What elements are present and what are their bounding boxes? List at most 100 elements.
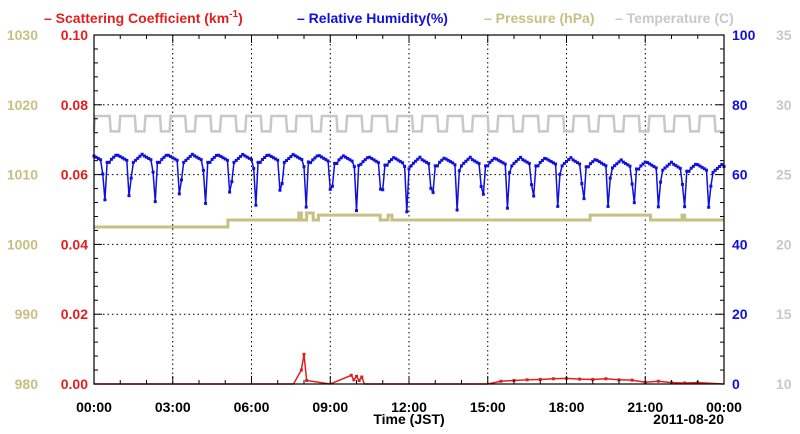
rh-point bbox=[451, 161, 455, 165]
legend-rh: – Relative Humidity(%) bbox=[297, 10, 448, 26]
rh-point bbox=[551, 161, 555, 165]
rh-point bbox=[503, 162, 507, 166]
rh-point bbox=[289, 155, 293, 159]
rh-point bbox=[344, 155, 348, 159]
rh-point bbox=[118, 155, 122, 159]
pressure-tick-label: 990 bbox=[15, 306, 39, 322]
rh-point bbox=[490, 158, 494, 162]
scatter-point bbox=[683, 381, 687, 385]
rh-tick-label: 80 bbox=[732, 97, 748, 113]
rh-point bbox=[442, 156, 446, 160]
temperature-tick-label: 20 bbox=[776, 236, 792, 252]
x-tick-label: 06:00 bbox=[234, 399, 270, 415]
rh-point bbox=[554, 162, 558, 166]
rh-point bbox=[466, 157, 470, 161]
rh-point bbox=[643, 160, 647, 164]
rh-point bbox=[230, 180, 234, 184]
rh-point bbox=[387, 160, 391, 164]
rh-point bbox=[411, 161, 415, 165]
rh-point bbox=[512, 161, 516, 165]
scatter-point bbox=[355, 374, 358, 378]
rh-point bbox=[718, 164, 722, 168]
rh-point bbox=[578, 162, 582, 166]
rh-point bbox=[302, 165, 306, 169]
scatter-point bbox=[617, 378, 621, 382]
rh-point bbox=[626, 163, 630, 167]
scatter-tick-label: 0.04 bbox=[61, 236, 88, 252]
rh-point bbox=[499, 160, 503, 164]
legend-temperature: – Temperature (C) bbox=[615, 10, 734, 26]
rh-point bbox=[488, 160, 492, 164]
x-tick-label: 12:00 bbox=[391, 399, 427, 415]
rh-point bbox=[468, 155, 472, 159]
rh-point bbox=[615, 162, 619, 166]
rh-point bbox=[236, 156, 240, 160]
rh-point bbox=[589, 162, 593, 166]
rh-point bbox=[169, 155, 173, 159]
rh-point bbox=[267, 153, 271, 157]
scatter-tick-label: 0.08 bbox=[61, 97, 88, 113]
rh-tick-label: 20 bbox=[732, 306, 748, 322]
rh-point bbox=[663, 166, 667, 170]
rh-point bbox=[696, 163, 700, 167]
rh-point bbox=[595, 158, 599, 162]
rh-point bbox=[116, 153, 120, 157]
rh-point bbox=[654, 166, 658, 170]
legend-scatter-sup: -1 bbox=[229, 9, 238, 20]
rh-point bbox=[639, 164, 643, 168]
rh-point bbox=[315, 154, 319, 158]
rh-point bbox=[304, 205, 308, 209]
rh-point bbox=[530, 183, 533, 187]
rh-point bbox=[385, 163, 389, 167]
rh-point bbox=[670, 160, 673, 164]
rh-point bbox=[346, 156, 350, 160]
temperature-tick-label: 35 bbox=[776, 27, 792, 43]
rh-point bbox=[547, 158, 551, 162]
scatter-point bbox=[656, 379, 660, 383]
rh-point bbox=[330, 184, 334, 188]
rh-point bbox=[125, 158, 129, 162]
rh-point bbox=[446, 158, 450, 162]
rh-point bbox=[560, 164, 564, 168]
rh-point bbox=[94, 155, 98, 159]
rh-point bbox=[687, 169, 691, 173]
x-axis-label: Time (JST) bbox=[373, 411, 444, 427]
rh-point bbox=[543, 156, 547, 160]
rh-point bbox=[355, 209, 358, 213]
rh-point bbox=[549, 160, 553, 164]
rh-point bbox=[164, 153, 168, 157]
scatter-point bbox=[525, 378, 529, 382]
rh-point bbox=[215, 153, 218, 157]
rh-point bbox=[438, 160, 442, 164]
rh-point bbox=[470, 158, 474, 162]
rh-point bbox=[335, 161, 339, 165]
rh-line bbox=[93, 153, 725, 212]
rh-point bbox=[501, 161, 505, 165]
scatter-point bbox=[578, 377, 582, 381]
rh-point bbox=[425, 160, 428, 164]
rh-point bbox=[256, 160, 260, 164]
rh-point bbox=[680, 182, 684, 186]
rh-point bbox=[247, 156, 251, 160]
pressure-tick-label: 1000 bbox=[7, 236, 38, 252]
rh-point bbox=[569, 156, 573, 160]
rh-point bbox=[372, 158, 376, 162]
rh-point bbox=[455, 208, 459, 212]
rh-point bbox=[228, 190, 232, 194]
rh-point bbox=[479, 184, 483, 188]
scatter-tick-label: 0.10 bbox=[61, 27, 88, 43]
rh-point bbox=[250, 158, 253, 162]
rh-point bbox=[219, 154, 223, 158]
rh-point bbox=[204, 201, 208, 205]
rh-point bbox=[190, 152, 194, 156]
rh-point bbox=[508, 171, 512, 175]
rh-point bbox=[225, 158, 229, 162]
rh-point bbox=[374, 159, 378, 163]
legend-scatter-close: ) bbox=[238, 10, 243, 26]
rh-point bbox=[390, 158, 393, 162]
rh-point bbox=[580, 182, 584, 186]
rh-point bbox=[720, 163, 724, 167]
rh-point bbox=[114, 153, 118, 157]
rh-point bbox=[573, 159, 577, 163]
